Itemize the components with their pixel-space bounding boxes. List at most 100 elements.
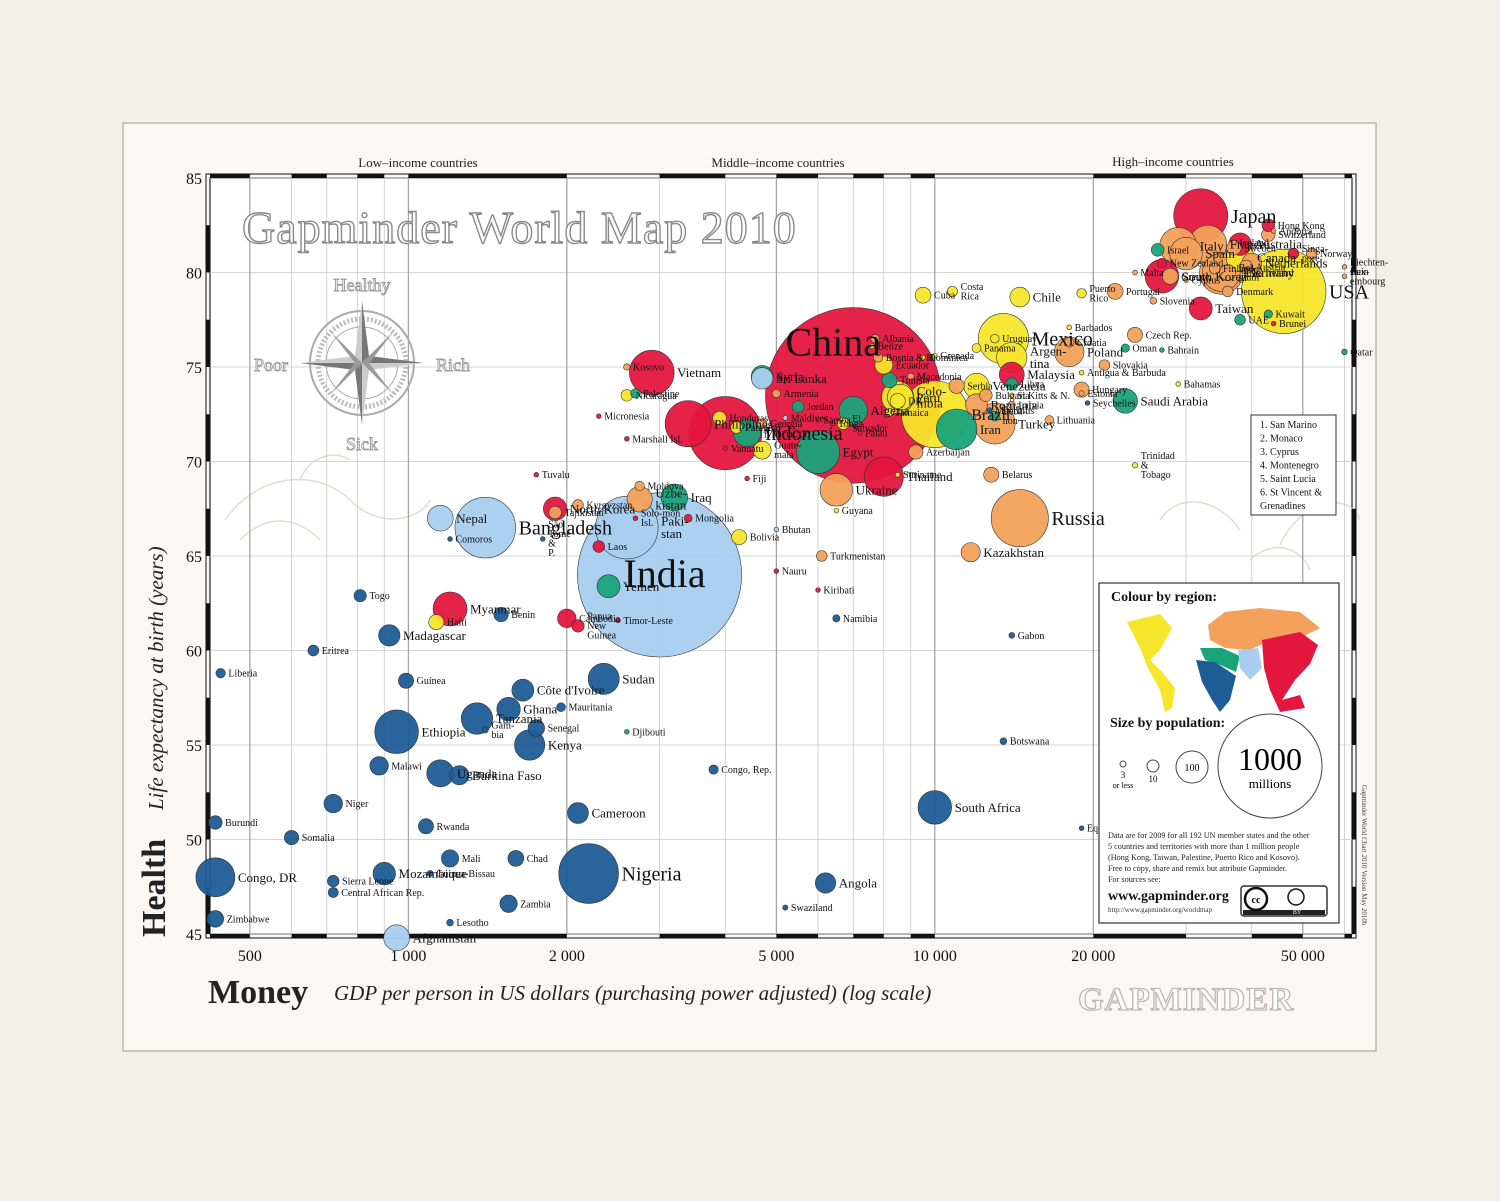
label-finland: Finland <box>1223 264 1254 275</box>
label-argentina: Argen-tina <box>1030 344 1067 371</box>
gapminder-url[interactable]: www.gapminder.org <box>1108 889 1229 904</box>
size-label-3: 3 <box>1121 770 1126 780</box>
label-venezuela: Venezuela <box>992 378 1046 393</box>
bubble-burundi <box>208 815 223 830</box>
label-china: China <box>785 319 881 364</box>
bubble-honduras <box>712 410 727 426</box>
bubble-niger <box>323 793 343 814</box>
bubble-chile <box>1009 286 1030 308</box>
bubble-papua-new-guinea <box>571 619 585 633</box>
bubble-micronesia <box>596 413 602 419</box>
bubble-togo <box>353 589 367 603</box>
label-mali: Mali <box>462 854 481 865</box>
legend-note: Data are for 2009 for all 192 UN member … <box>1108 831 1310 884</box>
bubble-rwanda <box>418 818 434 835</box>
bubble-botswana <box>999 737 1008 745</box>
label-peru: Peru <box>916 390 940 405</box>
bubble-burkina-faso <box>449 765 470 786</box>
label-nepal: Nepal <box>456 511 487 526</box>
y-tick-label: 55 <box>186 738 202 755</box>
label-colombia: Colo-mbia <box>917 383 947 410</box>
bubble-palau <box>857 430 863 436</box>
bubble-norway <box>1306 247 1318 260</box>
y-tick-label: 85 <box>186 171 202 188</box>
label-yemen: Yemen <box>623 579 660 594</box>
label-malawi: Malawi <box>391 761 422 772</box>
bubble-puerto-rico <box>1076 288 1087 299</box>
bubble-equatorial-guinea <box>1078 825 1085 831</box>
cc-by-mark: BY <box>1293 910 1302 916</box>
bubble-cyprus <box>1183 277 1189 283</box>
border-band-bottom <box>853 934 884 938</box>
bubble-nauru <box>773 568 780 574</box>
label-bulgaria: Bulgaria <box>995 391 1030 402</box>
label-serbia: Serbia <box>967 381 993 392</box>
label-uganda: Uganda <box>457 766 498 781</box>
bubble-bolivia <box>731 529 748 545</box>
bubble-lesotho <box>446 918 454 927</box>
note-line: Data are for 2009 for all 192 UN member … <box>1108 831 1310 840</box>
label-nicaragua: Nicaragua <box>636 391 678 402</box>
border-band-left <box>206 792 210 840</box>
bubble-grenada <box>932 352 938 359</box>
bubble-jamaica <box>885 408 894 417</box>
label-austria: Austria <box>1256 262 1286 273</box>
bubble-poland <box>1054 336 1085 367</box>
label-spain: Spain <box>1205 246 1235 261</box>
bubble-barbados <box>1066 324 1072 331</box>
x-axis-title-main: Money <box>208 974 308 1011</box>
bubble-kazakhstan <box>960 542 981 563</box>
label-denmark: Denmark <box>1236 287 1273 298</box>
label-mauritius: Mauritius <box>995 406 1034 417</box>
label-cuba: Cuba <box>934 291 956 302</box>
bubble-congo-rep- <box>708 764 719 775</box>
label-marshall-isl-: Marshall Isl. <box>632 434 683 445</box>
label-india: India <box>623 551 705 596</box>
bubble-zambia <box>499 894 518 913</box>
chart-title: Gapminder World Map 2010 <box>242 202 797 253</box>
label-honduras: Honduras <box>729 414 768 425</box>
y-tick-label: 80 <box>186 266 202 283</box>
label-niger: Niger <box>346 799 369 810</box>
border-band-bottom <box>210 934 250 938</box>
gapminder-worldmap-url[interactable]: http://www.gapminder.org/worldmap <box>1108 906 1213 914</box>
version-note: Gapminder World Chart 2010 Version May 2… <box>1360 785 1368 926</box>
country-labels: China India USA Indonesia Brazil Paki-stan Ban… <box>225 206 1388 946</box>
label-morocco: Morocco <box>764 426 811 441</box>
label-bahrain: Bahrain <box>1167 345 1199 356</box>
bubble-yemen <box>596 574 621 599</box>
border-band-top <box>357 174 385 178</box>
numbered-item: 6. St Vincent & <box>1260 488 1322 499</box>
border-band-right <box>1352 414 1356 462</box>
label-guyana: Guyana <box>842 506 874 517</box>
bubble-sudan <box>587 662 620 695</box>
label-libya: Libya <box>1021 380 1045 391</box>
border-band-bottom <box>291 934 327 938</box>
bubble-qatar <box>1341 348 1348 356</box>
bubble-cameroon <box>567 802 589 824</box>
label-madagascar: Madagascar <box>403 628 466 643</box>
border-band-right <box>1352 508 1356 556</box>
y-tick-label: 60 <box>186 644 202 661</box>
bubble-central-african-rep- <box>327 887 339 898</box>
bubble-croatia <box>1064 337 1075 348</box>
size-legend-1000 <box>1217 713 1323 819</box>
label-afghanistan: Afghanistan <box>413 930 477 945</box>
label-bhutan: Bhutan <box>782 525 811 536</box>
border-band-left <box>206 508 210 556</box>
label-sudan: Sudan <box>622 671 655 686</box>
bubble-guinea <box>398 672 414 689</box>
border-band-top <box>1093 174 1187 178</box>
compass-rose-icon <box>300 301 424 425</box>
label-tajikistan: Tajikistan <box>564 508 603 519</box>
label-c-te-d-ivoire: Côte d'Ivoire <box>537 683 605 698</box>
bubble-samoa <box>815 417 821 423</box>
label-jordan: Jordan <box>807 402 834 413</box>
label-tunisia: Tunisia <box>900 376 930 387</box>
numbered-item: Grenadines <box>1260 501 1306 512</box>
bubble-benin <box>493 607 509 623</box>
label-mongolia: Mongolia <box>695 514 734 525</box>
border-band-top <box>1251 174 1303 178</box>
bubble-guyana <box>833 507 840 514</box>
label-paraguay: Paraguay <box>745 423 782 434</box>
